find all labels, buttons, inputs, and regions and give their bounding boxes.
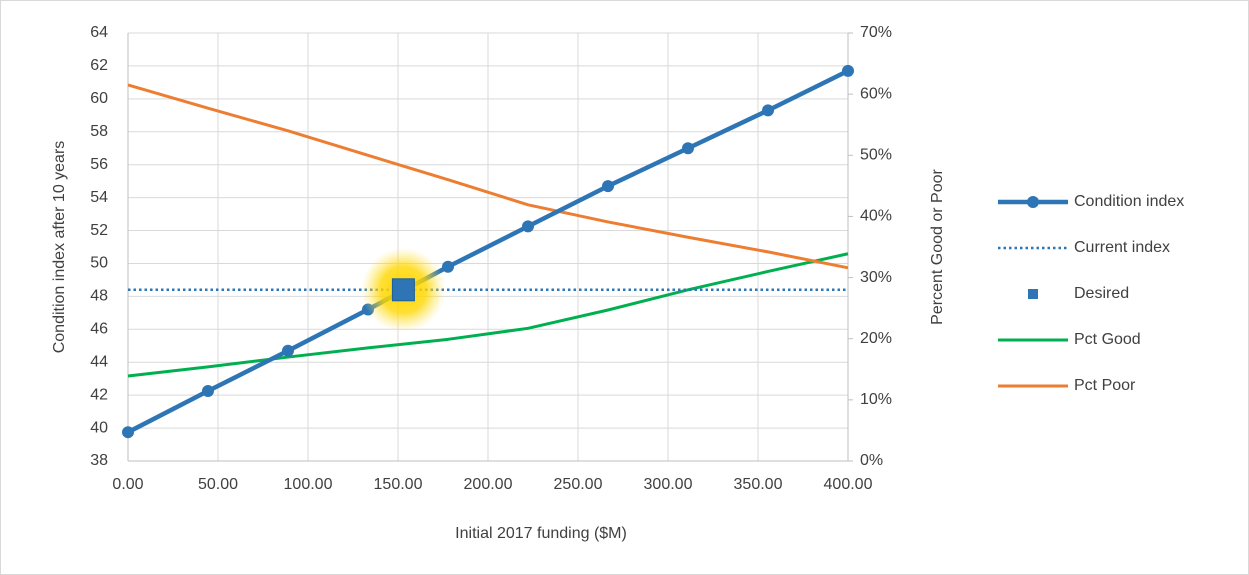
legend-label: Pct Poor bbox=[1074, 377, 1136, 394]
y2-tick-label: 60% bbox=[860, 85, 892, 102]
legend-label: Condition index bbox=[1074, 193, 1184, 210]
y-tick-label: 46 bbox=[90, 321, 108, 338]
series-marker bbox=[391, 278, 415, 302]
y-axis-title: Condition index after 10 years bbox=[51, 141, 68, 354]
y-tick-label: 40 bbox=[90, 419, 108, 436]
series-marker bbox=[521, 220, 534, 233]
y-tick-label: 44 bbox=[90, 353, 108, 370]
series-marker bbox=[201, 385, 214, 398]
legend-swatch bbox=[1028, 289, 1038, 299]
x-tick-label: 400.00 bbox=[824, 476, 873, 493]
x-tick-label: 300.00 bbox=[644, 476, 693, 493]
x-tick-label: 50.00 bbox=[198, 476, 238, 493]
y2-tick-label: 20% bbox=[860, 330, 892, 347]
y-tick-label: 48 bbox=[90, 288, 108, 305]
x-tick-label: 0.00 bbox=[112, 476, 143, 493]
y-tick-label: 62 bbox=[90, 57, 108, 74]
series-line bbox=[127, 252, 849, 378]
series-marker bbox=[842, 64, 854, 77]
y2-tick-label: 30% bbox=[860, 269, 892, 286]
y2-tick-label: 50% bbox=[860, 147, 892, 164]
y-tick-label: 42 bbox=[90, 386, 108, 403]
legend-label: Pct Good bbox=[1074, 331, 1141, 348]
series-marker bbox=[282, 344, 295, 357]
x-axis-title: Initial 2017 funding ($M) bbox=[455, 525, 627, 542]
series-marker bbox=[602, 180, 615, 193]
x-tick-label: 150.00 bbox=[374, 476, 423, 493]
y2-tick-label: 70% bbox=[860, 24, 892, 41]
x-tick-label: 350.00 bbox=[734, 476, 783, 493]
y-tick-label: 52 bbox=[90, 222, 108, 239]
x-tick-label: 250.00 bbox=[554, 476, 603, 493]
y-tick-label: 54 bbox=[90, 189, 108, 206]
series-line bbox=[127, 83, 849, 270]
legend-label: Current index bbox=[1074, 239, 1170, 256]
legend-label: Desired bbox=[1074, 285, 1129, 302]
series-marker bbox=[122, 426, 134, 439]
y-tick-label: 64 bbox=[90, 24, 108, 41]
y-tick-label: 56 bbox=[90, 156, 108, 173]
y-tick-label: 38 bbox=[90, 452, 108, 469]
y2-tick-label: 40% bbox=[860, 208, 892, 225]
series-marker bbox=[762, 104, 775, 117]
x-tick-label: 200.00 bbox=[464, 476, 513, 493]
y2-tick-label: 0% bbox=[860, 452, 883, 469]
series-marker bbox=[681, 142, 694, 155]
y2-tick-label: 10% bbox=[860, 391, 892, 408]
y-tick-label: 58 bbox=[90, 123, 108, 140]
y-tick-label: 60 bbox=[90, 90, 108, 107]
x-tick-label: 100.00 bbox=[284, 476, 333, 493]
legend-swatch bbox=[1027, 196, 1039, 208]
y2-axis-title: Percent Good or Poor bbox=[929, 169, 946, 325]
series-line bbox=[126, 68, 849, 435]
y-tick-label: 50 bbox=[90, 255, 108, 272]
series-marker bbox=[442, 260, 455, 273]
